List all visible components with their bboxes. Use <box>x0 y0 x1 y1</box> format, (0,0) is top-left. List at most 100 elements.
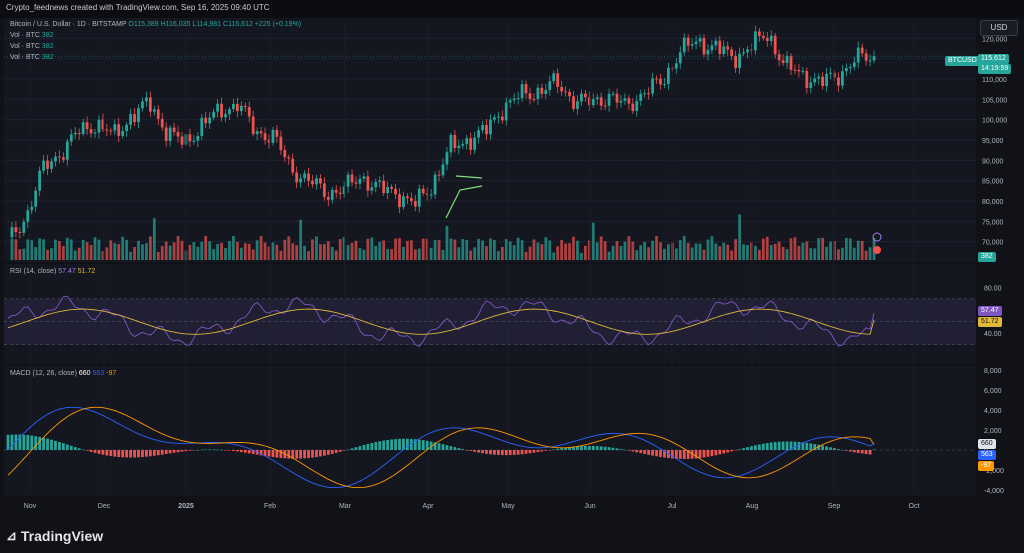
candle-body <box>85 122 89 130</box>
time-tick-label: Aug <box>746 503 759 510</box>
price-tick-label: 95,000 <box>982 138 1004 145</box>
candle-body <box>89 129 93 134</box>
rsi-ma-value: 51.72 <box>77 268 96 275</box>
volume-bar <box>718 246 722 260</box>
volume-bar <box>243 243 247 260</box>
macd-panel[interactable] <box>4 366 976 496</box>
vol-label: Vol · BTC <box>10 32 40 39</box>
macd-histogram-bar <box>663 450 666 458</box>
macd-histogram-bar <box>188 450 192 451</box>
rsi-value: 57.47 <box>58 268 76 275</box>
macd-histogram-bar <box>829 447 832 450</box>
macd-histogram-bar <box>58 441 61 450</box>
volume-bar <box>504 239 508 260</box>
candle-body <box>793 69 797 71</box>
volume-bar <box>754 245 757 260</box>
volume-bar <box>212 249 216 260</box>
macd-histogram-bar <box>409 438 413 450</box>
volume-bar <box>160 245 164 260</box>
macd-histogram-bar <box>698 450 702 458</box>
candle-body <box>603 105 607 107</box>
signal-line <box>7 406 875 489</box>
volume-bar <box>386 249 390 260</box>
volume-bar <box>564 243 567 260</box>
candle-body <box>271 129 275 143</box>
volume-bar <box>781 246 785 260</box>
volume-bar <box>350 242 354 260</box>
volume-bar <box>398 238 401 260</box>
volume-bar <box>860 240 864 260</box>
macd-histogram-bar <box>655 450 658 457</box>
tradingview-mark-icon: ⊿ <box>6 528 17 543</box>
macd-histogram-bar <box>742 448 745 450</box>
volume-bar <box>121 236 125 260</box>
volume-bar <box>97 239 101 260</box>
macd-histogram-bar <box>773 442 777 450</box>
macd-histogram-bar <box>54 440 57 450</box>
volume-bar <box>322 244 326 260</box>
macd-histogram-bar <box>129 450 132 458</box>
candle-body <box>528 93 532 99</box>
macd-histogram-bar <box>801 442 805 450</box>
macd-histogram-bar <box>726 450 730 453</box>
candle-body <box>433 174 437 195</box>
volume-bar <box>303 245 306 260</box>
macd-histogram-bar <box>65 444 69 450</box>
candle-body <box>156 109 160 119</box>
event-marker <box>872 232 882 242</box>
volume-bar <box>856 240 860 260</box>
volume-bar <box>152 218 156 260</box>
macd-histogram-bar <box>413 439 417 450</box>
volume-bar <box>330 246 334 260</box>
candle-body <box>580 93 583 102</box>
candle-body <box>235 103 239 112</box>
volume-bar <box>580 253 583 260</box>
macd-histogram-bar <box>576 446 579 450</box>
candle-body <box>58 156 61 158</box>
volume-bar <box>686 242 690 260</box>
candle-body <box>643 93 647 95</box>
volume-bar <box>239 247 243 260</box>
candle-body <box>350 174 354 183</box>
volume-bar <box>441 250 445 260</box>
candle-body <box>152 109 156 112</box>
macd-histogram-bar <box>615 448 619 450</box>
volume-bar <box>105 247 109 260</box>
volume-bar <box>26 239 30 260</box>
candle-body <box>829 72 832 74</box>
macd-histogram-bar <box>228 450 231 451</box>
ohlc-low: L114,981 <box>192 21 222 28</box>
candle-body <box>611 93 615 95</box>
candle-body <box>232 103 235 110</box>
currency-button[interactable]: USD <box>980 20 1018 36</box>
macd-histogram-bar <box>235 450 239 452</box>
volume-bar <box>560 239 564 260</box>
macd-histogram-bar <box>674 450 678 459</box>
macd-histogram-bar <box>489 450 492 455</box>
volume-bar <box>156 251 160 260</box>
volume-bar <box>402 246 405 260</box>
candle-body <box>196 136 200 141</box>
candle-body <box>362 176 366 179</box>
macd-histogram-bar <box>639 450 643 454</box>
macd-histogram-bar <box>168 450 172 454</box>
candle-body <box>686 37 690 46</box>
volume-bar <box>370 237 374 260</box>
volume-bar <box>761 238 765 260</box>
volume-bar <box>315 236 318 260</box>
macd-histogram-bar <box>781 441 785 450</box>
candle-body <box>141 101 144 109</box>
macd-histogram-bar <box>137 450 140 458</box>
macd-histogram-bar <box>785 441 789 450</box>
candle-body <box>769 35 773 41</box>
macd-histogram-bar <box>694 450 698 459</box>
candle-body <box>417 188 421 207</box>
macd-histogram-bar <box>275 450 279 458</box>
macd-value: 660 <box>78 370 91 377</box>
macd-histogram-bar <box>789 441 793 450</box>
candle-body <box>374 182 378 188</box>
candle-body <box>358 178 362 184</box>
rsi-panel[interactable] <box>4 264 976 364</box>
rsi-ma-line <box>7 308 875 335</box>
